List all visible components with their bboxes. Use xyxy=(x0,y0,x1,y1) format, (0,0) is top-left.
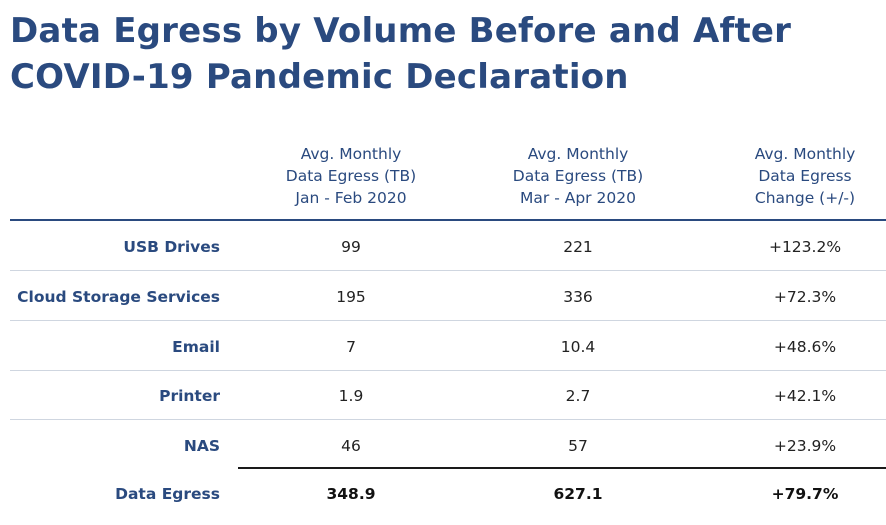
row-label: USB Drives xyxy=(123,238,220,256)
row-divider xyxy=(10,419,886,420)
table-cell: 46 xyxy=(341,437,361,455)
total-cell: 627.1 xyxy=(553,485,603,503)
row-label: Printer xyxy=(159,387,220,405)
table-cell: +42.1% xyxy=(773,387,837,405)
column-header-mar-apr: Avg. Monthly Data Egress (TB) Mar - Apr … xyxy=(488,143,668,209)
column-header-line: Avg. Monthly xyxy=(300,145,402,163)
row-label: Cloud Storage Services xyxy=(17,288,220,306)
table-cell: +72.3% xyxy=(773,288,837,306)
table-cell: +48.6% xyxy=(773,338,837,356)
table-cell: +123.2% xyxy=(768,238,842,256)
column-header-line: Change (+/-) xyxy=(754,189,856,207)
table-cell: 336 xyxy=(563,288,593,306)
row-divider xyxy=(10,320,886,321)
header-divider xyxy=(10,219,886,221)
column-header-line: Jan - Feb 2020 xyxy=(295,189,407,207)
table-cell: +23.9% xyxy=(773,437,837,455)
total-cell: +79.7% xyxy=(771,485,839,503)
column-header-line: Data Egress (TB) xyxy=(285,167,417,185)
table-cell: 195 xyxy=(336,288,366,306)
table-cell: 57 xyxy=(568,437,588,455)
row-label: Email xyxy=(172,338,220,356)
table-cell: 10.4 xyxy=(560,338,596,356)
column-header-line: Data Egress xyxy=(758,167,852,185)
table-cell: 7 xyxy=(346,338,356,356)
table-cell: 2.7 xyxy=(565,387,591,405)
column-header-line: Avg. Monthly xyxy=(754,145,856,163)
title-line-1: Data Egress by Volume Before and After xyxy=(10,11,792,51)
total-divider xyxy=(238,467,886,469)
total-row-label: Data Egress xyxy=(115,485,220,503)
table-cell: 99 xyxy=(341,238,361,256)
title-line-2: COVID-19 Pandemic Declaration xyxy=(10,57,629,97)
column-header-line: Avg. Monthly xyxy=(527,145,629,163)
row-divider xyxy=(10,370,886,371)
column-header-change: Avg. Monthly Data Egress Change (+/-) xyxy=(715,143,886,209)
row-label: NAS xyxy=(183,437,220,455)
total-cell: 348.9 xyxy=(326,485,376,503)
row-divider xyxy=(10,270,886,271)
column-header-jan-feb: Avg. Monthly Data Egress (TB) Jan - Feb … xyxy=(261,143,441,209)
table-cell: 1.9 xyxy=(338,387,364,405)
page-title: Data Egress by Volume Before and After C… xyxy=(10,8,880,100)
column-header-line: Data Egress (TB) xyxy=(512,167,644,185)
table-cell: 221 xyxy=(563,238,593,256)
column-header-line: Mar - Apr 2020 xyxy=(520,189,636,207)
